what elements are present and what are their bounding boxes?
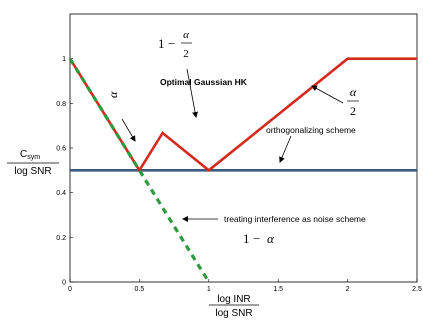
y-tick-label: 0.8: [56, 101, 66, 108]
y-label-denominator: log SNR: [14, 166, 51, 177]
arrow-mid-segment: [186, 68, 199, 118]
y-label-numerator: C: [20, 149, 27, 160]
arrow-right-segment: [311, 85, 344, 104]
y-axis-label: Csym log SNR: [7, 149, 59, 177]
slope-tin-alpha: α: [267, 231, 275, 246]
slope-label-tin: 1 − α: [243, 231, 275, 246]
x-tick-label: 2.5: [412, 286, 422, 293]
slope-right-alpha: α: [350, 85, 357, 99]
x-axis-label: log INR log SNR: [209, 294, 259, 319]
hk-label: Optimal Gaussian HK: [160, 77, 248, 87]
x-tick-label: 1.5: [273, 286, 283, 293]
slope-tin-minus: −: [253, 231, 260, 246]
slope-label-right: α 2: [347, 85, 359, 118]
slope-mid-minus: −: [168, 36, 175, 51]
y-tick-label: 0.2: [56, 235, 66, 242]
x-tick-label: 2: [346, 286, 350, 293]
y-tick-label: 0: [62, 280, 66, 287]
slope-mid-alpha: α: [183, 29, 189, 41]
x-tick-label: 1: [207, 286, 211, 293]
slope-mid-two: 2: [183, 48, 189, 60]
y-tick-label: 0.6: [56, 146, 66, 153]
y-tick-label: 0.4: [56, 190, 66, 197]
x-label-denominator: log SNR: [215, 308, 252, 319]
axis-ticks: 0 0.5 1 1.5 2 2.5 0 0.2 0.4 0.6 0.8 1: [56, 56, 422, 293]
annotation-arrows: [121, 68, 344, 222]
slope-label-first: α: [106, 91, 120, 98]
slope-mid-one: 1: [158, 36, 165, 51]
series-line-optimal-gaussian-hk: [68, 57, 417, 173]
orth-label: orthogonalizing scheme: [266, 125, 356, 135]
svg-text:Csym: Csym: [20, 149, 40, 161]
arrow-first-segment: [121, 118, 136, 142]
tin-label: treating interference as noise scheme: [224, 214, 366, 224]
slope-tin-one: 1: [243, 231, 250, 246]
slope-label-mid: 1 − α 2: [158, 29, 192, 60]
x-label-numerator: log INR: [217, 294, 250, 305]
y-tick-label: 1: [62, 56, 66, 63]
arrow-orth-line: [279, 135, 292, 163]
x-tick-label: 0: [68, 286, 72, 293]
y-label-subscript: sym: [27, 154, 40, 161]
slope-right-two: 2: [350, 104, 356, 118]
x-tick-label: 0.5: [135, 286, 145, 293]
series-group: [68, 57, 417, 283]
